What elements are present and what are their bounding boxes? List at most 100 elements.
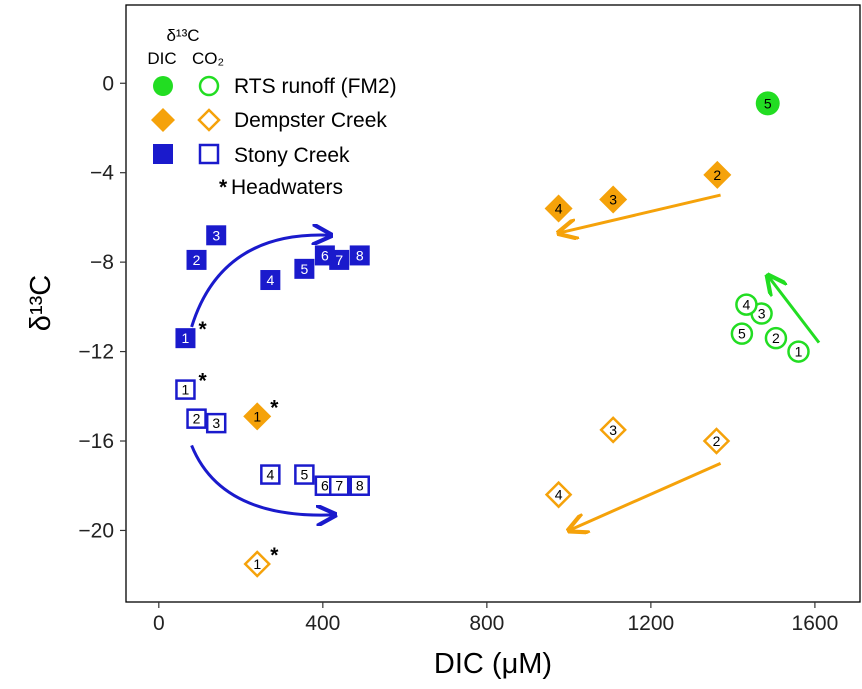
legend-dempster-dic-marker: [151, 108, 175, 132]
legend-dempster-co2-marker: [197, 108, 221, 132]
point-marker: [329, 249, 350, 270]
point-label: 4: [555, 200, 563, 216]
point-marker: [599, 185, 628, 214]
point-label: 8: [356, 478, 364, 494]
point-label: 1: [182, 330, 190, 346]
point-marker: [349, 475, 370, 496]
data-point: 5: [730, 322, 754, 345]
headwaters-star: *: [198, 318, 207, 341]
point-label: 2: [193, 252, 201, 268]
point-label: 5: [738, 326, 746, 342]
data-point: 4: [544, 480, 573, 509]
y-tick-label: 0: [102, 72, 114, 95]
data-point: 1: [787, 340, 810, 363]
legend-rts-dic-marker: [153, 76, 173, 96]
point-label: 2: [772, 330, 780, 346]
trend-arrow: [559, 193, 721, 233]
y-tick-label: −20: [78, 519, 114, 542]
point-label: 3: [758, 306, 766, 322]
data-point: 8: [349, 245, 370, 266]
point-marker: [205, 412, 227, 434]
point-marker: [544, 480, 573, 509]
point-marker: [175, 379, 196, 400]
point-marker: [294, 258, 315, 279]
data-point: 3: [599, 416, 627, 444]
legend-rts-co2-marker: [198, 75, 220, 97]
data-point: 1 *: [243, 396, 279, 431]
legend: δ¹³C DIC CO₂ RTS runoff (FM2) Dempster C…: [147, 26, 396, 199]
point-marker: [243, 550, 271, 578]
x-tick-label: 400: [305, 612, 340, 635]
point-marker: [544, 194, 573, 223]
y-axis-title: δ¹³C: [25, 275, 57, 331]
x-axis-ticks: 0 400 800 1200 1600: [153, 602, 838, 635]
legend-header-delta: δ¹³C: [166, 26, 199, 45]
point-label: 3: [609, 422, 617, 438]
y-tick-label: −16: [78, 430, 114, 453]
data-point: 2: [186, 408, 207, 429]
point-label: 4: [266, 272, 274, 288]
legend-rts-label: RTS runoff (FM2): [234, 75, 397, 98]
point-label: 4: [743, 297, 751, 313]
data-point: 2: [703, 160, 732, 189]
legend-headwaters-star: *: [219, 176, 228, 199]
x-tick-label: 1600: [792, 612, 839, 635]
point-label: 3: [212, 415, 220, 431]
data-point: 5: [755, 91, 780, 116]
point-marker: [294, 464, 315, 485]
data-point: 1 *: [175, 318, 207, 349]
data-point: 3: [599, 185, 628, 214]
point-marker: [764, 326, 788, 350]
y-tick-label: −8: [90, 251, 114, 274]
point-label: 3: [212, 227, 220, 243]
data-point: 7: [328, 475, 350, 496]
data-point: 4: [544, 194, 573, 223]
data-point: 2: [186, 249, 207, 270]
point-marker: [206, 225, 227, 246]
legend-stony-label: Stony Creek: [234, 144, 350, 167]
data-point: 4: [260, 464, 281, 485]
trend-arrow: [190, 235, 331, 328]
y-axis-ticks: 0 −4 −8 −12 −16 −20: [78, 72, 126, 542]
point-marker: [175, 328, 196, 349]
legend-stony-dic-marker: [153, 144, 173, 164]
x-tick-label: 800: [469, 612, 504, 635]
point-label: 2: [193, 411, 201, 427]
point-marker: [730, 322, 754, 345]
legend-headwaters-label: Headwaters: [231, 176, 343, 199]
headwaters-star: *: [270, 544, 279, 567]
point-marker: [599, 416, 627, 444]
point-label: 4: [555, 487, 563, 503]
legend-header-co2: CO₂: [192, 49, 224, 68]
point-label: 3: [609, 192, 617, 208]
legend-header-dic: DIC: [147, 49, 176, 68]
trend-arrow: [569, 461, 722, 530]
legend-dempster-label: Dempster Creek: [234, 109, 387, 132]
point-marker: [703, 160, 732, 189]
y-tick-label: −12: [78, 341, 114, 364]
point-marker: [243, 402, 272, 431]
headwaters-star: *: [198, 370, 207, 393]
data-point: 1 *: [243, 544, 279, 578]
x-tick-label: 1200: [628, 612, 675, 635]
data-point: 8: [349, 475, 370, 496]
point-label: 6: [321, 247, 329, 263]
point-label: 2: [713, 433, 721, 449]
data-point: 5: [294, 464, 315, 485]
point-label: 5: [300, 261, 308, 277]
data-point: 7: [329, 249, 350, 270]
data-point: 4: [735, 293, 758, 316]
point-marker: [702, 427, 731, 455]
data-point: 1 *: [175, 370, 207, 400]
headwaters-star: *: [270, 396, 279, 419]
point-label: 8: [356, 247, 364, 263]
point-label: 1: [253, 556, 261, 572]
point-marker: [328, 475, 350, 496]
legend-stony-co2-marker: [198, 143, 220, 165]
data-point: 3: [205, 412, 227, 434]
point-marker: [735, 293, 758, 316]
x-axis-title: DIC (μM): [434, 648, 552, 680]
point-label: 1: [253, 408, 261, 424]
